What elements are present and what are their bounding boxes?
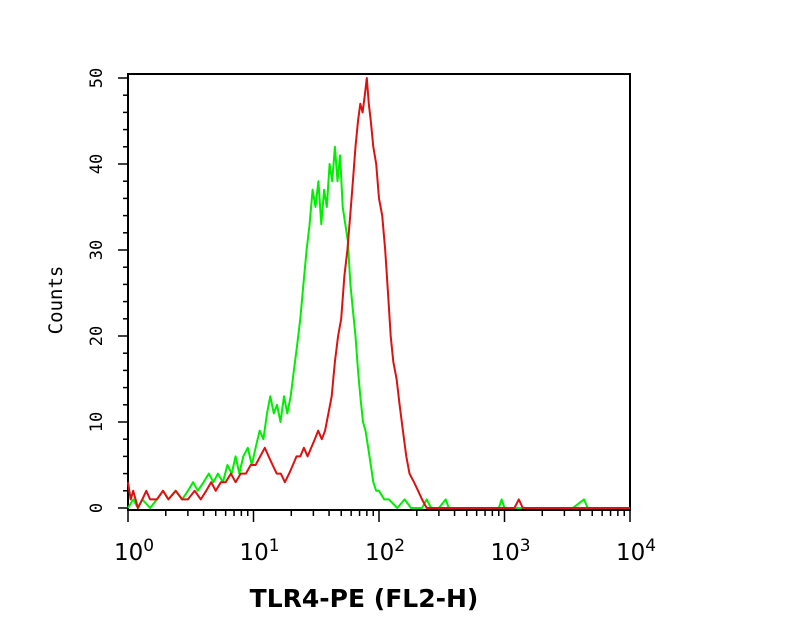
y-axis-ticks [118,77,128,509]
y-tick-label: 40 [87,154,107,174]
x-tick-label: 100 [114,536,154,566]
x-tick-label: 103 [491,536,531,566]
y-axis-title: Counts [45,266,67,335]
series-layer [127,77,630,509]
x-tick-label: 101 [240,536,280,566]
x-tick-label: 102 [365,536,405,566]
plot-area-frame [127,73,631,511]
x-axis-title: TLR4-PE (FL2-H) [250,584,479,613]
y-tick-label: 0 [87,503,107,513]
y-tick-label: 50 [87,68,107,88]
y-tick-label: 20 [87,326,107,346]
series-line-1 [127,145,630,509]
x-tick-label: 104 [616,536,656,566]
y-tick-label: 10 [87,412,107,432]
x-axis-tick-labels: 100 101 102 103 104 [114,536,656,566]
series-line-2 [127,77,630,509]
y-tick-label: 30 [87,240,107,260]
x-axis-ticks [127,510,631,522]
y-axis-tick-labels: 0 10 20 30 40 50 [87,68,107,513]
